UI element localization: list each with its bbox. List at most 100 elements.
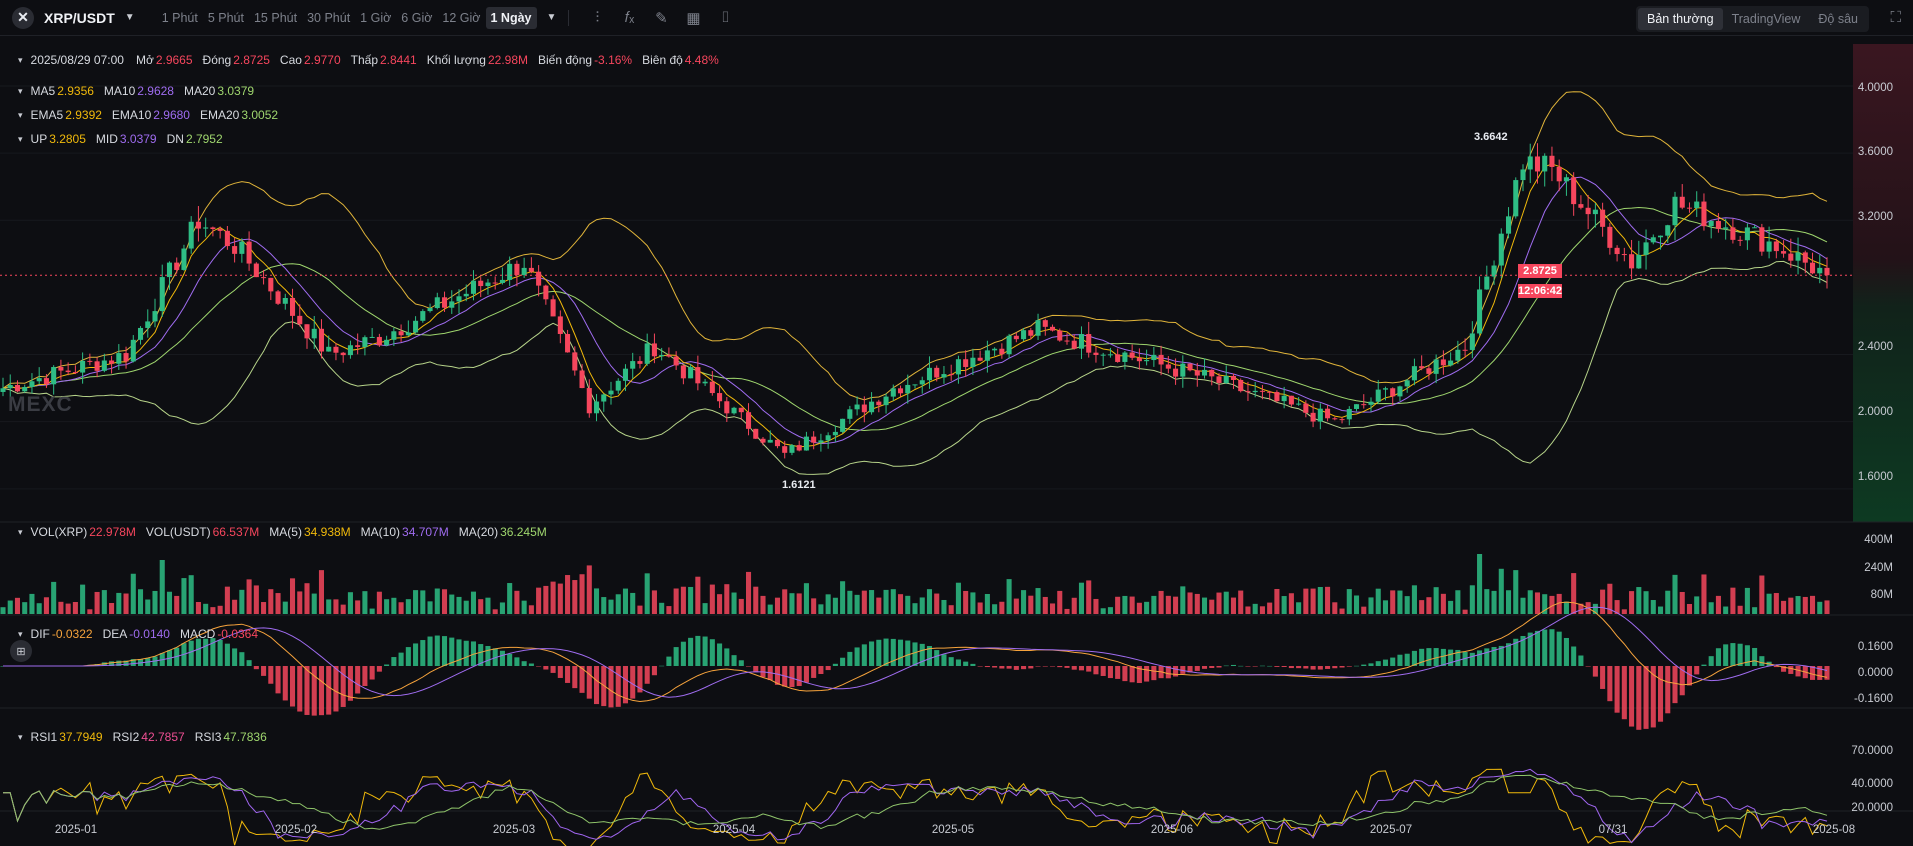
volume-bar — [268, 589, 274, 614]
macd-histogram-bar — [702, 636, 708, 666]
macd-histogram-bar — [441, 636, 448, 666]
volume-bar — [1021, 590, 1027, 614]
candle-body — [1795, 252, 1801, 261]
vol-xrp-value: 22.978M — [89, 525, 136, 539]
volume-bar — [1744, 587, 1750, 614]
volume-bar — [1650, 600, 1656, 614]
volume-bar — [847, 590, 853, 614]
volume-bar — [7, 600, 13, 614]
macd-histogram-bar — [1773, 666, 1779, 668]
collapse-icon[interactable]: ▾ — [18, 109, 23, 120]
volume-bar — [499, 602, 505, 614]
macd-histogram-bar — [1049, 666, 1056, 667]
candle-body — [289, 297, 296, 316]
volume-bar — [897, 594, 904, 614]
indicator-icon[interactable]: 𝑓ₓ — [624, 9, 635, 26]
volume-bar — [297, 591, 303, 614]
chevron-down-icon[interactable]: ▼ — [124, 12, 135, 23]
layout-grid-icon[interactable]: ▦ — [686, 9, 701, 27]
volume-bar — [1274, 588, 1280, 614]
volume-bar — [1368, 597, 1374, 614]
candle-body — [1180, 363, 1186, 377]
macd-histogram-bar — [1252, 666, 1258, 667]
boll-dn-value: 2.7952 — [185, 132, 223, 146]
volume-bar — [1426, 597, 1432, 614]
interval-dropdown-icon[interactable]: ▼ — [546, 12, 557, 23]
macd-histogram-bar — [717, 643, 723, 666]
candle-body — [760, 438, 766, 443]
collapse-icon[interactable]: ▾ — [18, 85, 23, 96]
macd-histogram-bar — [1411, 650, 1417, 666]
volume-bar — [434, 588, 440, 614]
candle-body — [116, 353, 122, 364]
candle-body — [441, 297, 448, 308]
camera-icon[interactable]: ⌷ — [720, 9, 730, 26]
dif-value: -0.0322 — [51, 627, 93, 641]
macd-histogram-bar — [1723, 644, 1729, 666]
candle-body — [912, 384, 918, 386]
volume-bar — [1462, 609, 1468, 614]
volume-bar — [977, 602, 983, 614]
volume-bar — [87, 609, 93, 614]
collapse-icon[interactable]: ▾ — [18, 54, 23, 65]
volume-bar — [304, 583, 310, 614]
view-tab[interactable]: TradingView — [1731, 12, 1801, 26]
pair-selector[interactable]: XRP/USDT — [44, 9, 115, 26]
chart-canvas[interactable] — [0, 36, 1913, 846]
volume-bar — [1252, 603, 1258, 614]
macd-histogram-bar — [1571, 646, 1577, 666]
volume-bar — [1701, 574, 1707, 614]
candle-body — [992, 348, 998, 351]
candle-body — [145, 321, 151, 328]
fullscreen-icon[interactable]: ⛶ — [1890, 9, 1901, 26]
settings-icon[interactable]: ⊞ — [10, 640, 32, 662]
interval-tab[interactable]: 5 Phút — [207, 10, 244, 25]
collapse-icon[interactable]: ▾ — [18, 731, 23, 742]
volume-bar — [116, 592, 122, 614]
volume-bar — [1151, 595, 1157, 614]
macd-histogram-bar — [948, 657, 954, 666]
candle-body — [188, 221, 194, 249]
draw-pencil-icon[interactable]: ✎ — [655, 9, 668, 27]
date-tick: 2025-05 — [931, 824, 975, 836]
view-tab[interactable]: Bản thường — [1637, 8, 1723, 30]
macd-histogram-bar — [1824, 666, 1830, 680]
macd-histogram-bar — [1209, 666, 1215, 669]
candle-body — [1759, 227, 1765, 252]
candle-body — [203, 227, 209, 229]
interval-tab[interactable]: 1 Phút — [161, 10, 198, 25]
macd-histogram-bar — [275, 666, 281, 694]
interval-tab[interactable]: 1 Giờ — [360, 10, 392, 25]
interval-tab[interactable]: 15 Phút — [253, 10, 298, 25]
macd-histogram-bar — [890, 638, 896, 666]
collapse-icon[interactable]: ▾ — [18, 628, 23, 639]
interval-tab[interactable]: 1 Ngày — [485, 6, 537, 29]
candle-body — [1809, 262, 1816, 274]
volume-bar — [782, 589, 788, 614]
interval-tab[interactable]: 6 Giờ — [401, 10, 433, 25]
volume-bar — [926, 589, 933, 614]
macd-histogram-bar — [1781, 666, 1787, 672]
candle-type-icon[interactable]: ⫶ — [595, 9, 600, 26]
low-value: 2.8441 — [380, 53, 417, 67]
macd-histogram-bar — [261, 666, 267, 676]
candle-body — [123, 353, 129, 362]
candle-body — [1607, 226, 1613, 248]
macd-histogram-bar — [253, 666, 259, 670]
macd-histogram-bar — [1122, 666, 1128, 682]
macd-histogram-bar — [666, 656, 672, 666]
interval-tab[interactable]: 12 Giờ — [442, 10, 481, 25]
candle-body — [1006, 335, 1012, 355]
collapse-icon[interactable]: ▾ — [18, 133, 23, 144]
candle-body — [717, 393, 723, 402]
close-icon[interactable]: ✕ — [12, 6, 34, 29]
candle-body — [615, 380, 621, 391]
macd-histogram-bar — [1578, 655, 1584, 666]
volume-bar — [282, 601, 288, 614]
volume-bar — [1397, 590, 1403, 614]
macd-histogram-bar — [304, 666, 310, 715]
view-tab[interactable]: Độ sâu — [1818, 12, 1858, 26]
collapse-icon[interactable]: ▾ — [18, 526, 23, 537]
interval-tab[interactable]: 30 Phút — [307, 10, 351, 25]
volume-bar — [724, 584, 730, 614]
